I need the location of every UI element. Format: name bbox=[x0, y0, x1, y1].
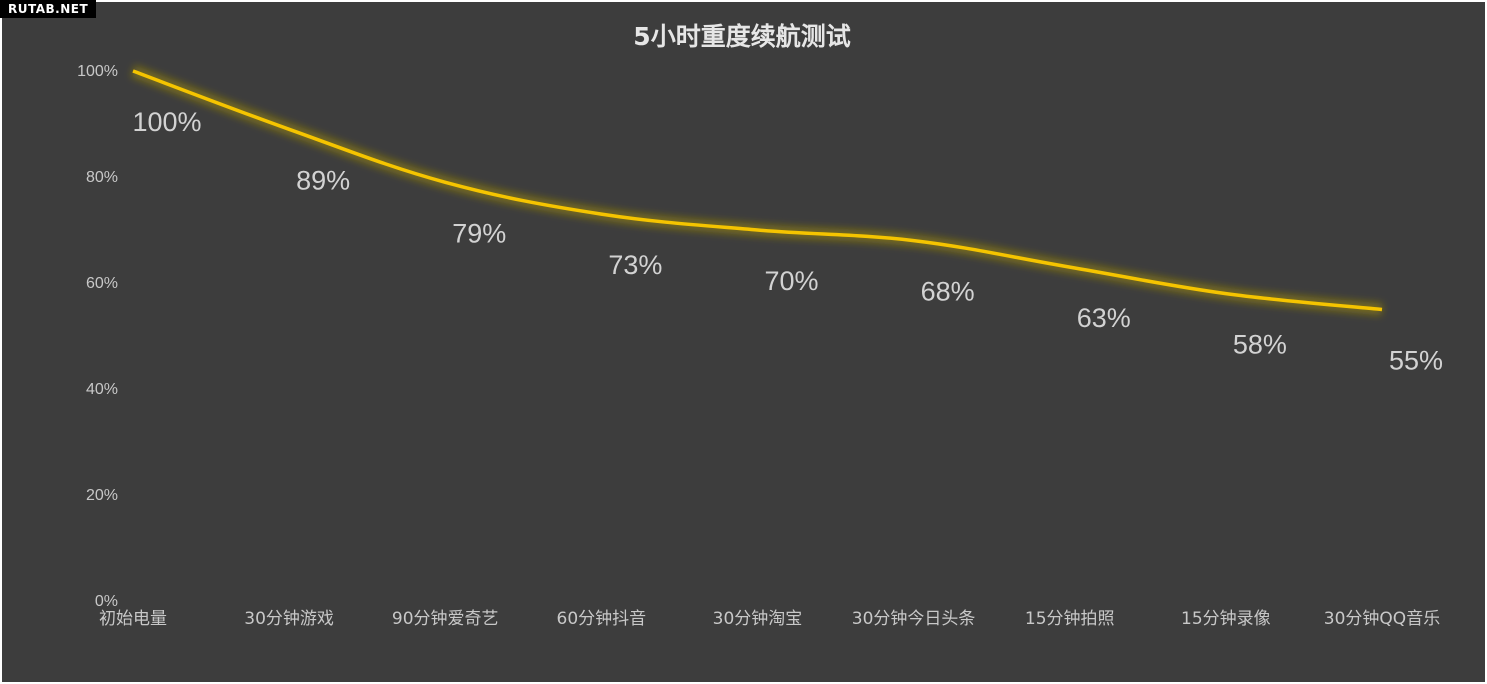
data-label: 79% bbox=[452, 218, 506, 248]
x-tick-label: 15分钟拍照 bbox=[1025, 609, 1115, 629]
x-tick-label: 初始电量 bbox=[99, 609, 167, 629]
data-label: 70% bbox=[764, 266, 818, 296]
data-label: 63% bbox=[1077, 303, 1131, 333]
y-axis: 0% 20% 40% 60% 80% 100% bbox=[77, 63, 118, 610]
data-label: 68% bbox=[921, 277, 975, 307]
watermark: RUTAB.NET bbox=[0, 0, 97, 18]
x-tick-label: 15分钟录像 bbox=[1181, 609, 1271, 629]
data-label: 58% bbox=[1233, 330, 1287, 360]
chart-title: 5小时重度续航测试 bbox=[633, 22, 850, 51]
x-tick-label: 30分钟QQ音乐 bbox=[1324, 609, 1440, 629]
x-tick-label: 30分钟淘宝 bbox=[713, 609, 803, 629]
x-tick-label: 90分钟爱奇艺 bbox=[392, 609, 499, 629]
series-group bbox=[130, 65, 1383, 316]
x-axis: 初始电量 30分钟游戏 90分钟爱奇艺 60分钟抖音 30分钟淘宝 30分钟今日头条 15分… bbox=[99, 609, 1440, 629]
x-tick-label: 30分钟游戏 bbox=[244, 609, 334, 629]
y-tick-label: 20% bbox=[86, 487, 118, 504]
data-label: 73% bbox=[608, 250, 662, 280]
data-label: 89% bbox=[296, 165, 350, 195]
data-label: 100% bbox=[132, 107, 201, 137]
x-tick-label: 60分钟抖音 bbox=[557, 609, 647, 629]
data-labels: 100% 89% 79% 73% 70% 68% 63% 58% 55% bbox=[132, 107, 1443, 376]
data-label: 55% bbox=[1389, 346, 1443, 376]
y-tick-label: 100% bbox=[77, 63, 118, 80]
y-tick-label: 80% bbox=[86, 169, 118, 186]
y-tick-label: 0% bbox=[95, 593, 118, 610]
y-tick-label: 40% bbox=[86, 381, 118, 398]
x-tick-label: 30分钟今日头条 bbox=[852, 609, 976, 629]
y-tick-label: 60% bbox=[86, 275, 118, 292]
